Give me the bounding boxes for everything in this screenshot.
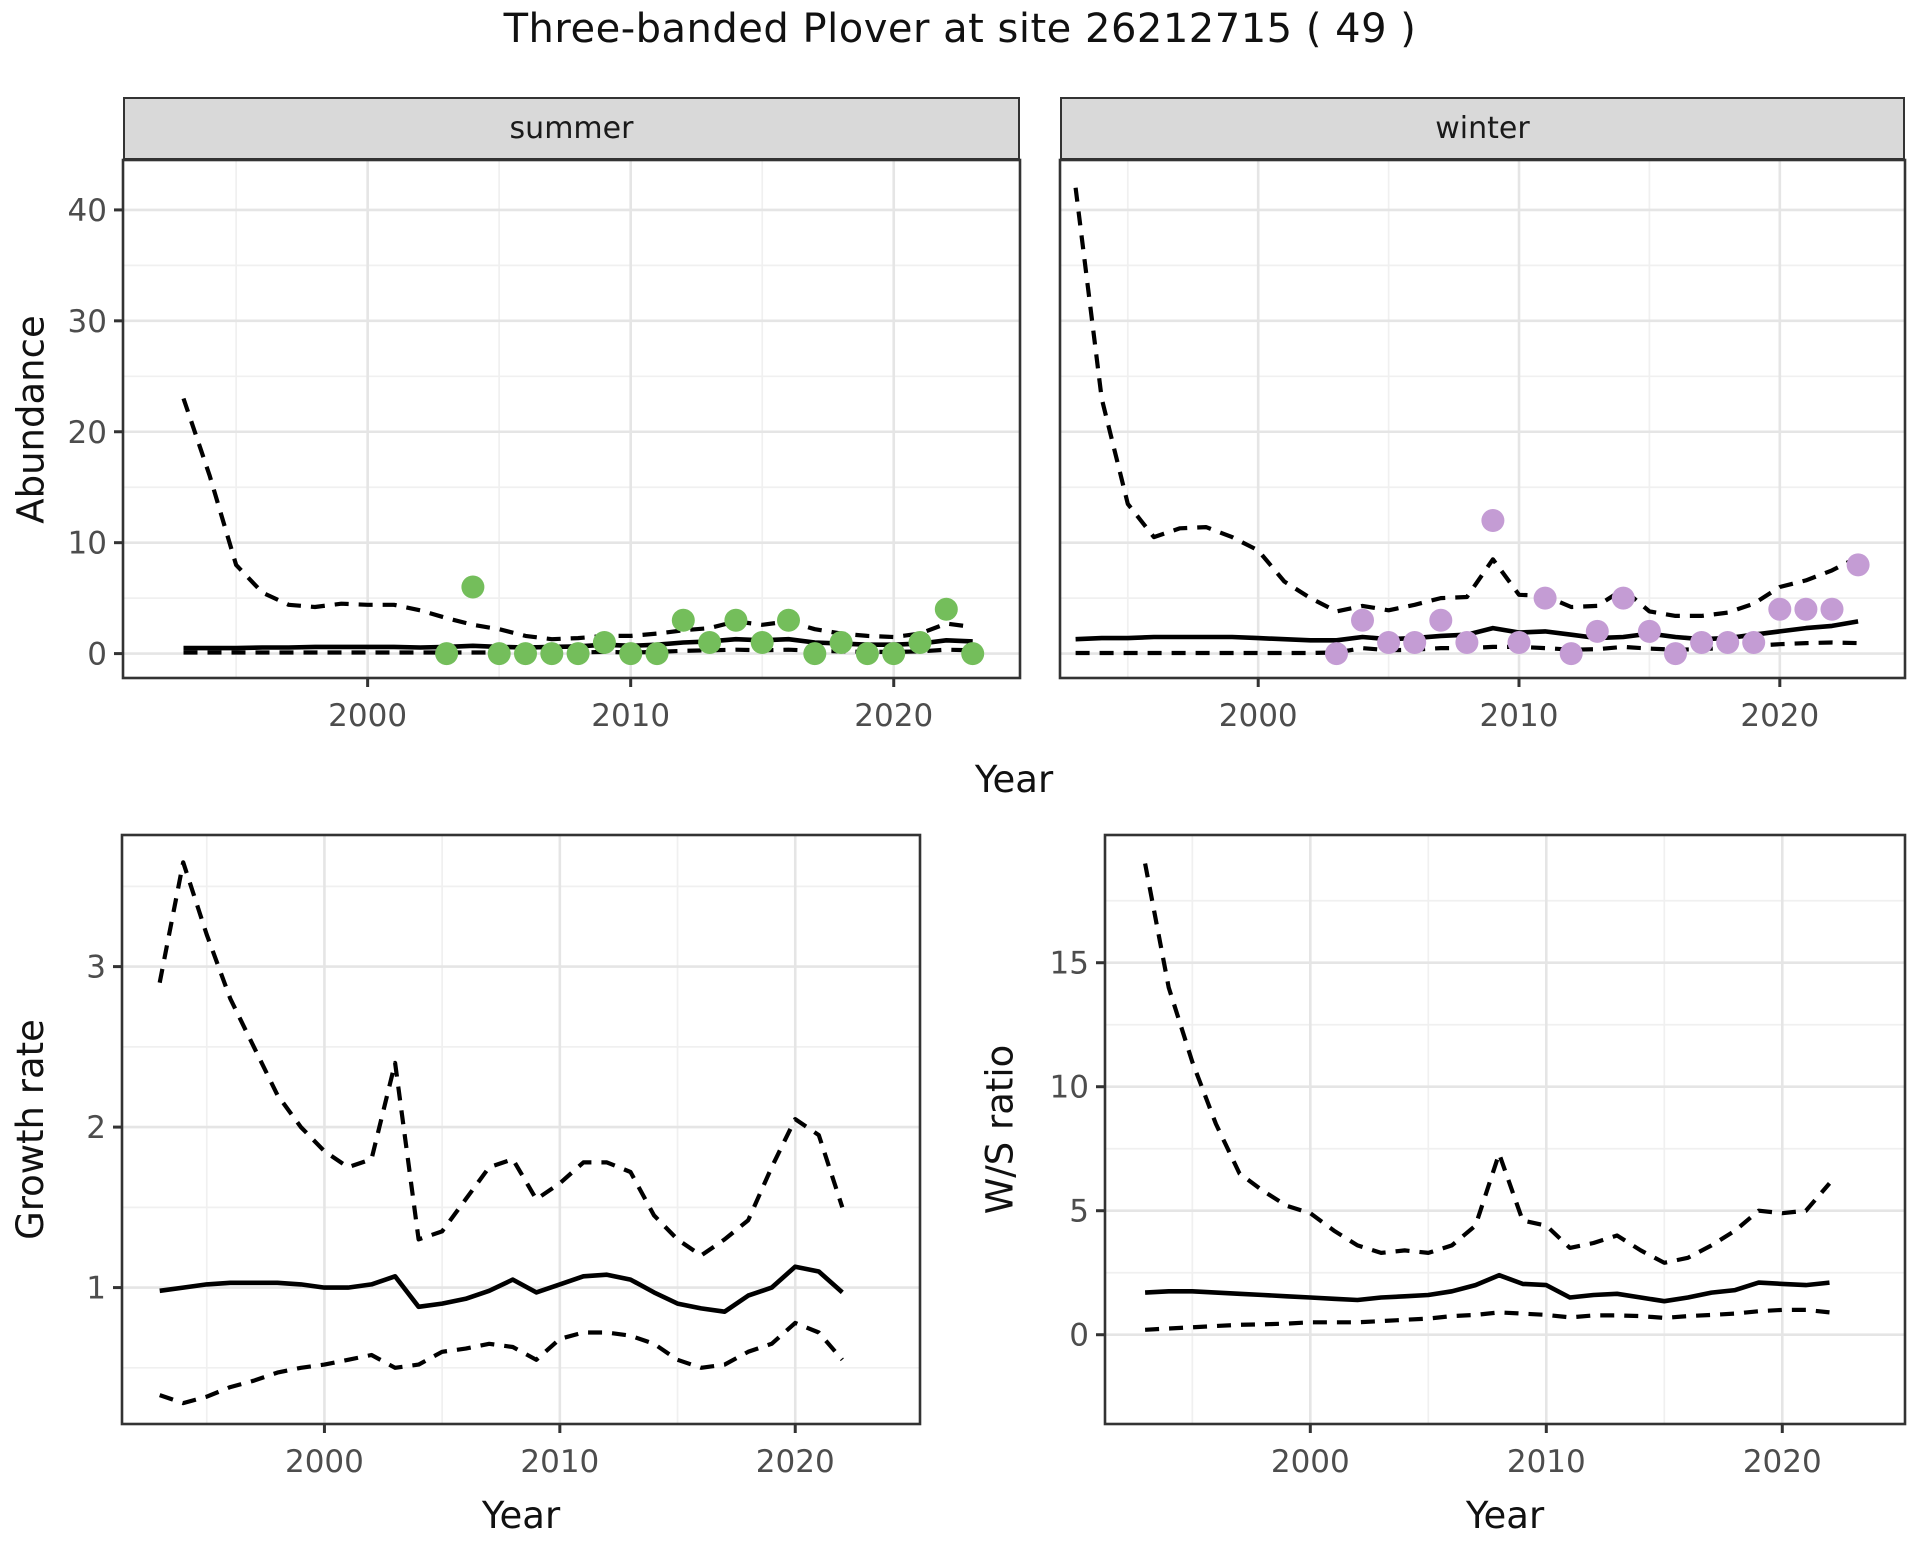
chart-title: Three-banded Plover at site 26212715 ( 4… [503, 6, 1417, 52]
ws-ratio-axis-title: W/S ratio [978, 1044, 1022, 1215]
svg-text:40: 40 [68, 193, 107, 229]
facet-strip-summer: summer [123, 97, 1020, 160]
svg-text:10: 10 [1050, 1070, 1089, 1106]
ws-ratio-chart: 2000 2010 2020 0 5 10 15 [1050, 833, 1907, 1480]
svg-text:2000: 2000 [285, 1444, 364, 1480]
svg-text:3: 3 [86, 950, 106, 986]
svg-text:10: 10 [68, 526, 107, 562]
svg-text:2020: 2020 [1743, 1444, 1822, 1480]
svg-text:20: 20 [68, 415, 107, 451]
svg-text:2010: 2010 [591, 698, 670, 734]
growth-year-axis-title: Year [481, 1494, 561, 1537]
abundance-axis-title: Abundance [9, 314, 53, 524]
ws-year-axis-title: Year [1465, 1494, 1545, 1537]
svg-text:5: 5 [1069, 1194, 1089, 1230]
svg-text:2010: 2010 [1507, 1444, 1586, 1480]
svg-text:2000: 2000 [328, 698, 407, 734]
svg-text:2020: 2020 [1740, 698, 1819, 734]
svg-text:0: 0 [1069, 1318, 1089, 1354]
svg-text:2: 2 [86, 1110, 106, 1146]
growth-rate-chart: 2000 2010 2020 1 2 3 [86, 833, 922, 1480]
growth-rate-axis-title: Growth rate [8, 1019, 52, 1240]
svg-text:2020: 2020 [756, 1444, 835, 1480]
svg-text:2000: 2000 [1219, 698, 1298, 734]
svg-text:1: 1 [86, 1271, 106, 1307]
svg-text:2000: 2000 [1271, 1444, 1350, 1480]
top-year-axis-title: Year [974, 758, 1054, 801]
svg-text:0: 0 [87, 637, 107, 673]
svg-text:2010: 2010 [1480, 698, 1559, 734]
svg-text:30: 30 [68, 304, 107, 340]
abundance-winter-chart: 2000 2010 2020 [1058, 158, 1907, 734]
abundance-summer-chart: 2000 2010 2020 0 10 20 30 40 [68, 158, 1022, 734]
svg-text:2010: 2010 [520, 1444, 599, 1480]
facet-strip-winter-label: winter [1435, 111, 1530, 146]
svg-text:2020: 2020 [854, 698, 933, 734]
facet-strip-summer-label: summer [509, 111, 634, 146]
svg-text:15: 15 [1050, 946, 1089, 982]
